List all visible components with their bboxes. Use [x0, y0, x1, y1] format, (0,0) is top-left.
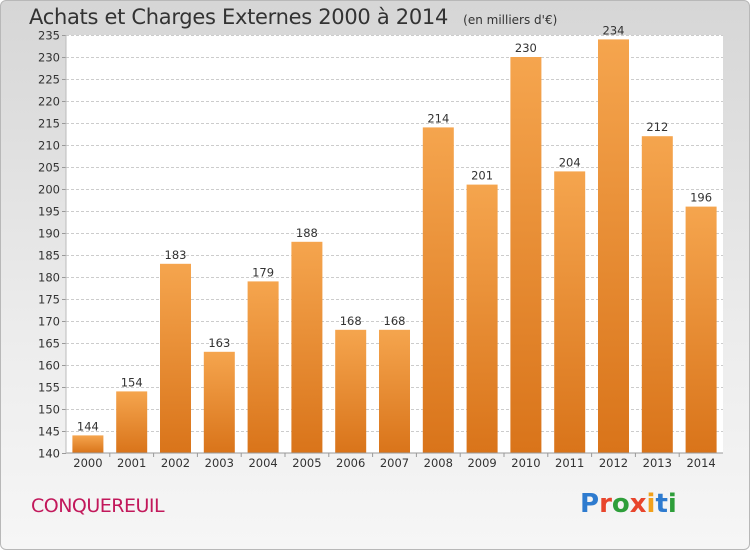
- x-tick-label: 2010: [511, 456, 540, 470]
- bar-2004: [247, 281, 279, 453]
- x-tick-label: 2003: [205, 456, 234, 470]
- y-tick-label: 230: [38, 51, 60, 65]
- chart-unit: (en milliers d'€): [463, 13, 558, 27]
- value-label: 234: [603, 23, 625, 37]
- bar-2003: [203, 351, 235, 453]
- x-tick-label: 2001: [117, 456, 146, 470]
- x-tick-label: 2007: [380, 456, 409, 470]
- bar-2006: [335, 329, 367, 453]
- y-tick-label: 165: [38, 337, 60, 351]
- bar-2005: [291, 241, 323, 453]
- y-tick-label: 180: [38, 271, 60, 285]
- value-label: 201: [471, 169, 493, 183]
- y-tick-label: 220: [38, 95, 60, 109]
- commune-name: CONQUEREUIL: [31, 495, 165, 517]
- x-tick-label: 2011: [555, 456, 584, 470]
- x-tick-label: 2009: [467, 456, 496, 470]
- y-tick-label: 210: [38, 139, 60, 153]
- value-labels: 144 154 183 163 179 188 168 168 214 201 230 204 234 2…: [77, 23, 712, 433]
- bar-2009: [466, 184, 498, 453]
- x-tick-label: 2005: [292, 456, 321, 470]
- value-label: 168: [340, 314, 362, 328]
- title-row: Achats et Charges Externes 2000 à 2014 (…: [29, 5, 557, 29]
- y-tick-label: 200: [38, 183, 60, 197]
- x-tick-label: 2012: [599, 456, 628, 470]
- x-tick-label: 2004: [248, 456, 277, 470]
- y-tick-label: 235: [38, 29, 60, 43]
- logo-letter: r: [599, 489, 612, 519]
- y-tick-label: 195: [38, 205, 60, 219]
- logo-letter: o: [611, 489, 630, 519]
- value-label: 214: [427, 111, 449, 125]
- bar-2010: [510, 57, 542, 453]
- y-tick-label: 150: [38, 403, 60, 417]
- bar-2007: [379, 329, 410, 453]
- value-label: 196: [690, 191, 712, 205]
- x-tick-label: 2002: [161, 456, 190, 470]
- logo-letter: i: [646, 489, 656, 519]
- y-axis-ticks: 140 145 150 155 160 165 170 175 180 185 190 195 200 2…: [38, 29, 66, 461]
- bar-2014: [685, 206, 717, 453]
- value-label: 144: [77, 419, 99, 433]
- logo-letter: i: [667, 489, 677, 519]
- y-tick-label: 190: [38, 227, 60, 241]
- value-label: 188: [296, 226, 318, 240]
- bar-2013: [641, 136, 673, 453]
- x-tick-label: 2008: [424, 456, 453, 470]
- y-tick-label: 160: [38, 359, 60, 373]
- chart-title: Achats et Charges Externes 2000 à 2014: [29, 5, 449, 29]
- value-label: 163: [208, 336, 230, 350]
- bar-2012: [598, 39, 629, 454]
- x-axis-ticks: 2000 2001 2002 2003 2004 2005 2006 2007 2008 2009…: [73, 453, 716, 470]
- y-tick-label: 155: [38, 381, 60, 395]
- value-label: 179: [252, 265, 274, 279]
- bar-2001: [116, 391, 148, 453]
- x-tick-label: 2006: [336, 456, 365, 470]
- bar-2000: [72, 435, 104, 453]
- x-tick-label: 2014: [686, 456, 715, 470]
- bar-2011: [554, 171, 586, 453]
- y-tick-label: 170: [38, 315, 60, 329]
- bar-2002: [160, 263, 191, 453]
- bar-2008: [422, 127, 454, 454]
- value-label: 204: [559, 155, 581, 169]
- value-label: 230: [515, 41, 537, 55]
- logo-letter: t: [655, 489, 668, 519]
- y-tick-label: 145: [38, 425, 60, 439]
- value-label: 168: [384, 314, 406, 328]
- y-tick-label: 175: [38, 293, 60, 307]
- value-label: 183: [165, 248, 187, 262]
- logo-letter: x: [629, 489, 647, 519]
- value-label: 154: [121, 375, 143, 389]
- value-label: 212: [646, 120, 668, 134]
- bars: [72, 39, 717, 454]
- y-tick-label: 140: [38, 447, 60, 461]
- proxiti-logo: Proxiti: [580, 489, 677, 519]
- y-tick-label: 225: [38, 73, 60, 87]
- x-tick-label: 2000: [73, 456, 102, 470]
- y-tick-label: 205: [38, 161, 60, 175]
- logo-letter: P: [580, 489, 600, 519]
- y-tick-label: 185: [38, 249, 60, 263]
- x-tick-label: 2013: [643, 456, 672, 470]
- y-tick-label: 215: [38, 117, 60, 131]
